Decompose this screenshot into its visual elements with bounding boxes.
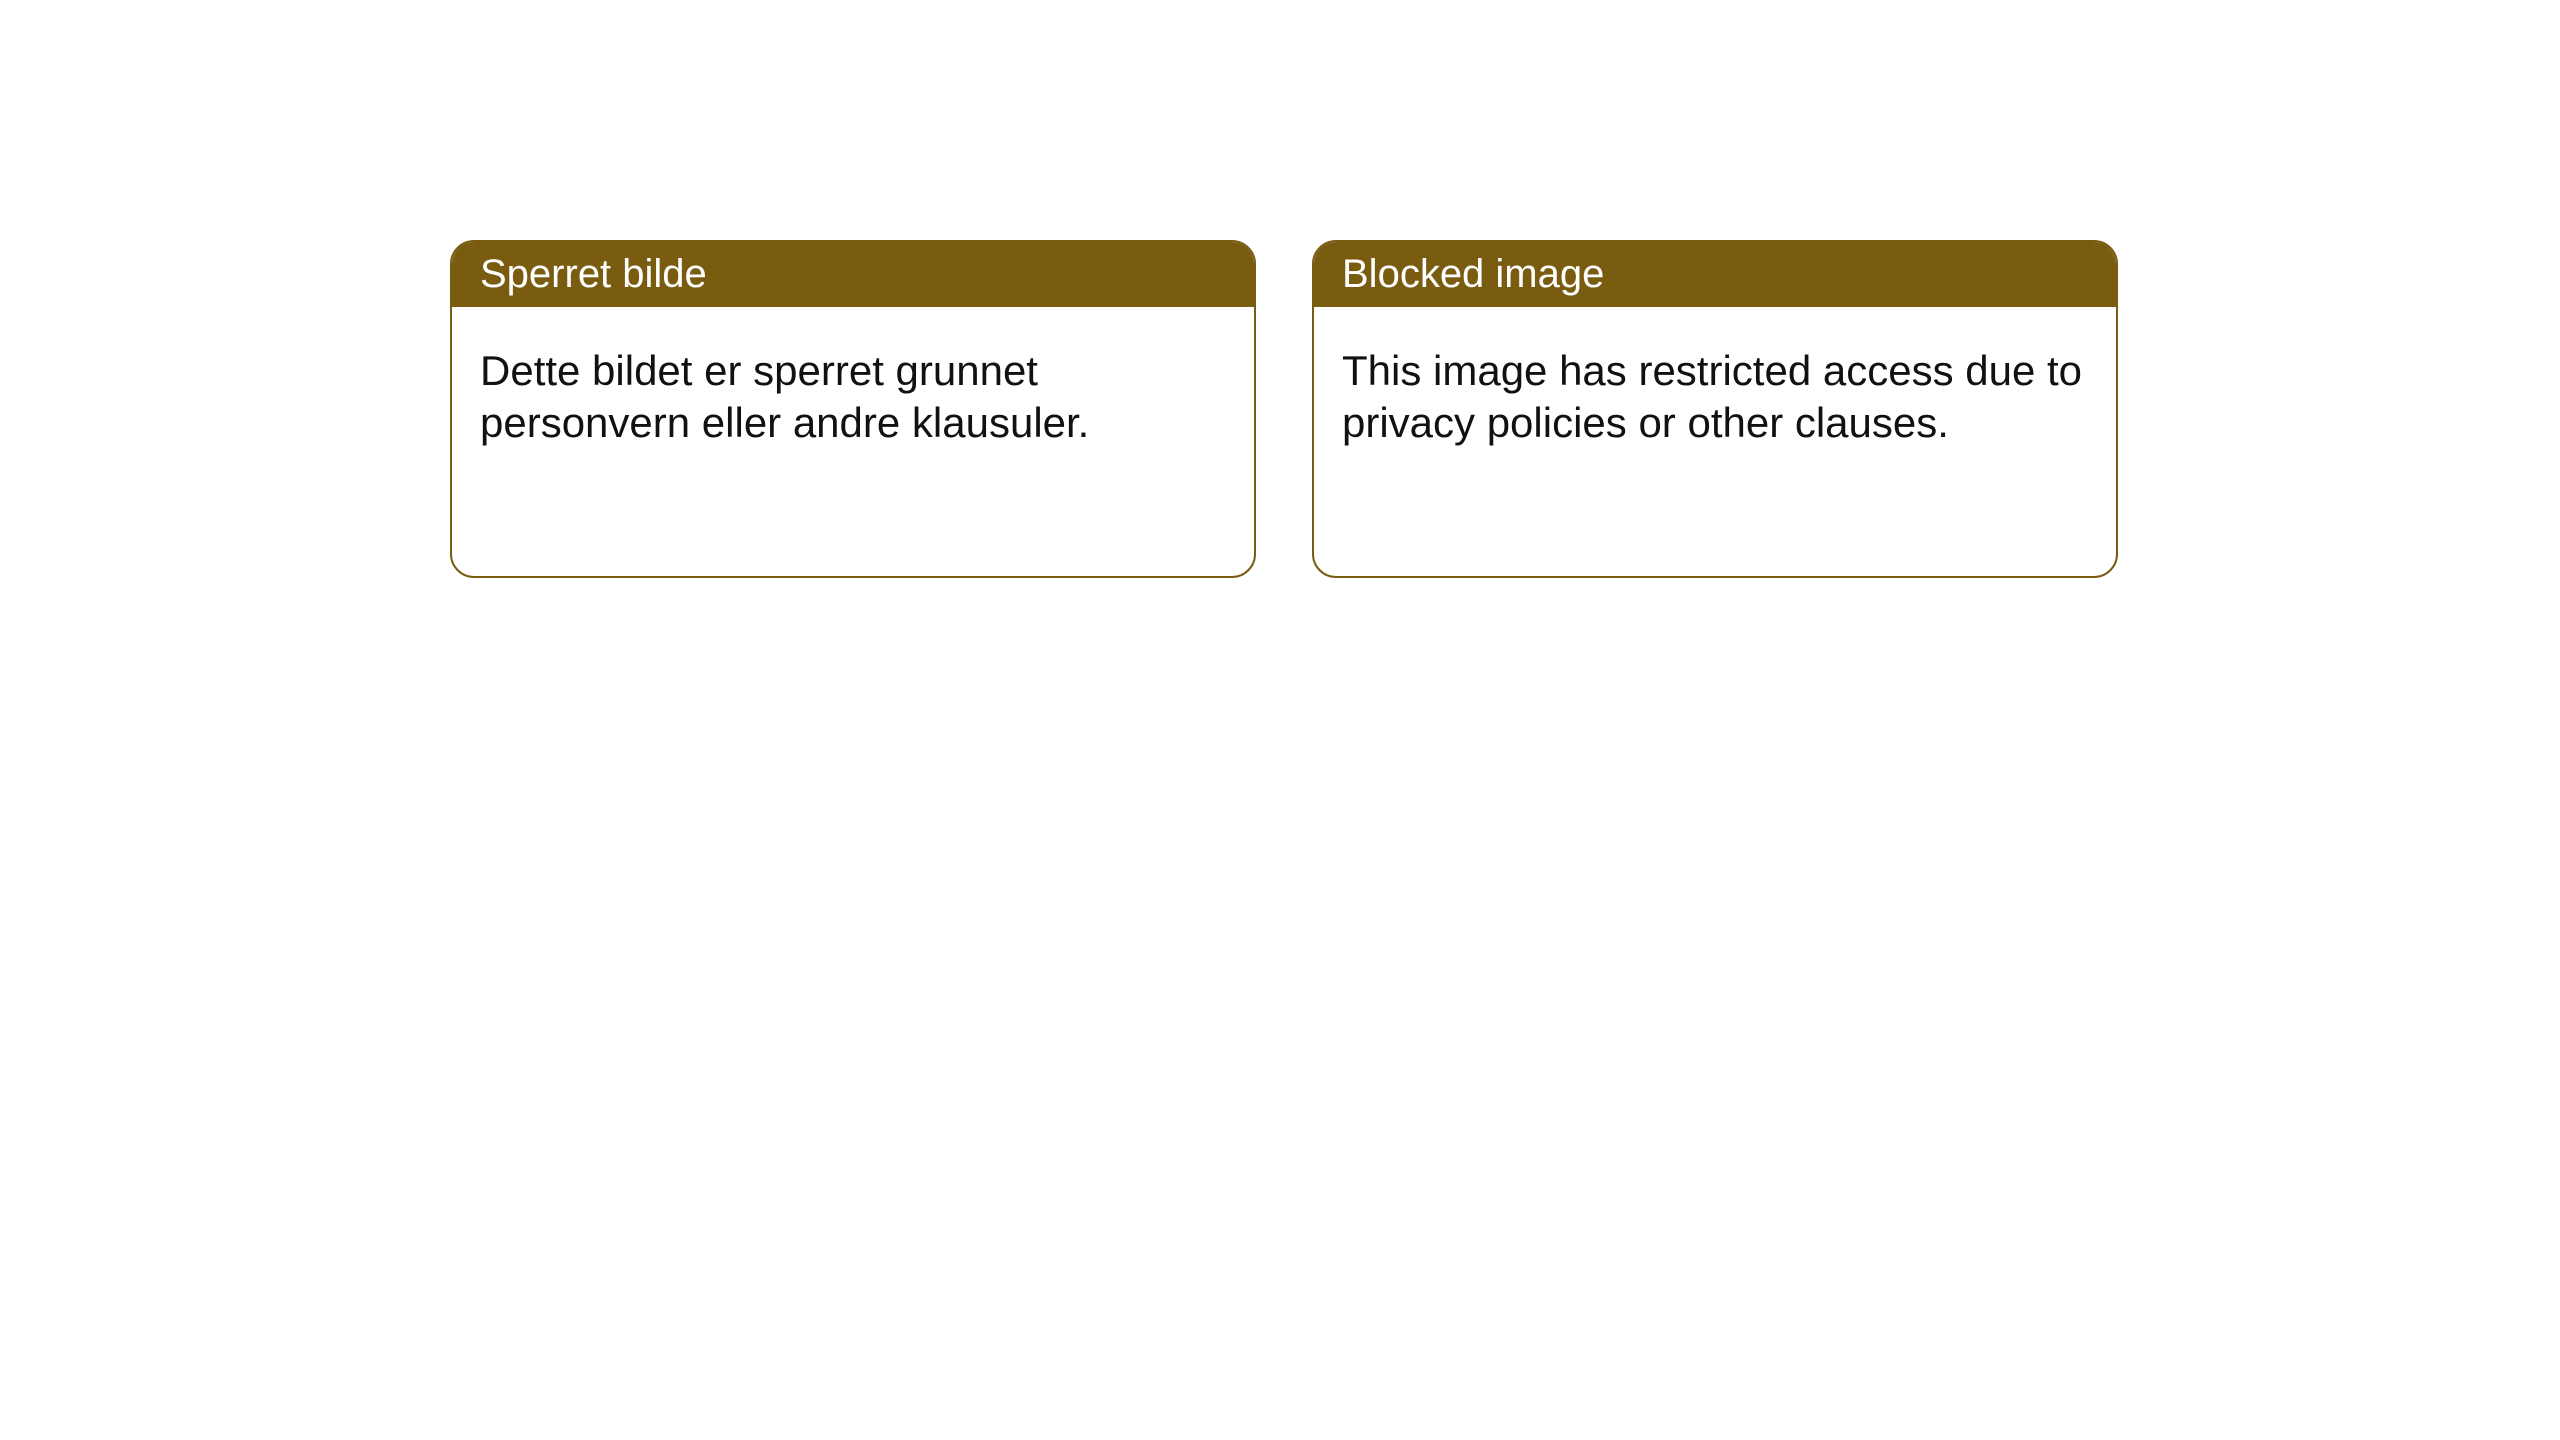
card-body-en: This image has restricted access due to … — [1314, 307, 2116, 487]
card-header-en: Blocked image — [1314, 242, 2116, 307]
blocked-image-card-en: Blocked image This image has restricted … — [1312, 240, 2118, 578]
blocked-image-card-no: Sperret bilde Dette bildet er sperret gr… — [450, 240, 1256, 578]
card-header-no: Sperret bilde — [452, 242, 1254, 307]
card-body-no: Dette bildet er sperret grunnet personve… — [452, 307, 1254, 487]
blocked-image-cards-container: Sperret bilde Dette bildet er sperret gr… — [450, 240, 2118, 578]
